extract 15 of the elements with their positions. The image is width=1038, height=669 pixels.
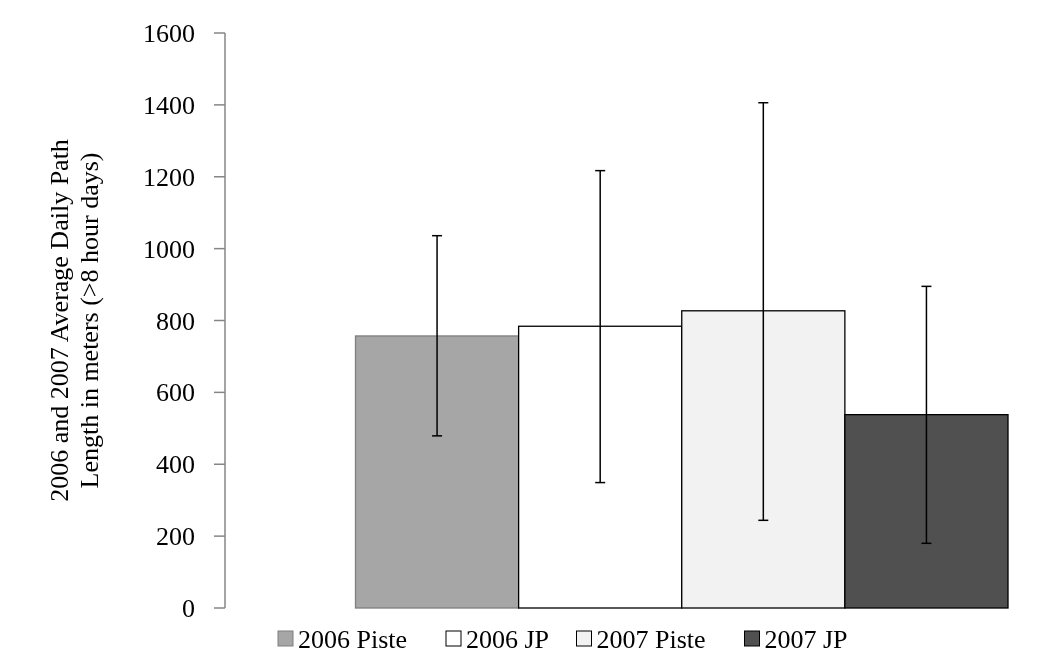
y-tick-label: 800	[156, 306, 195, 336]
bar	[354, 335, 520, 609]
y-tick-label: 1400	[143, 90, 195, 120]
y-axis-title: 2006 and 2007 Average Daily Path Length in meters (>8 hour days)	[45, 139, 104, 502]
y-tick-label: 600	[156, 378, 195, 408]
y-tick-label: 1200	[143, 162, 195, 192]
legend-label: 2007 JP	[764, 625, 848, 654]
y-tick-label: 1000	[143, 234, 195, 264]
legend-label: 2006 JP	[466, 625, 550, 654]
y-tick-label: 200	[156, 522, 195, 552]
y-tick-label: 0	[182, 594, 195, 624]
y-tick-label: 1600	[143, 19, 195, 49]
legend-label: 2006 Piste	[298, 625, 408, 654]
legend-label: 2007 Piste	[596, 625, 706, 654]
y-tick-label: 400	[156, 450, 195, 480]
